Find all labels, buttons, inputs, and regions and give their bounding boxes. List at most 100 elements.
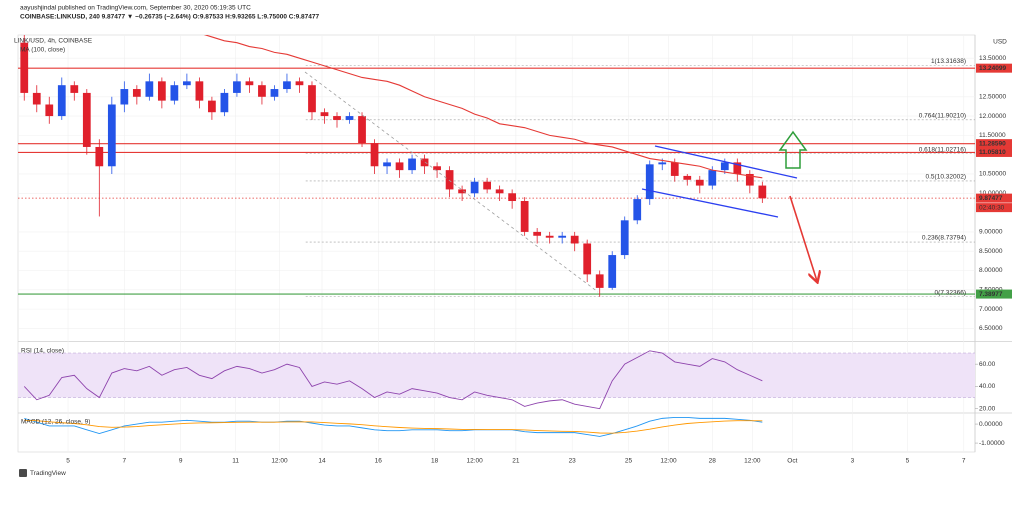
x-tick-label: 7 xyxy=(962,458,966,465)
candle-body xyxy=(495,189,504,194)
candle-body xyxy=(270,89,279,97)
x-tick-label: 11 xyxy=(232,458,239,465)
candle-body xyxy=(645,164,654,200)
candle-body xyxy=(20,42,29,93)
candle-body xyxy=(383,162,391,167)
candle-body xyxy=(508,193,517,202)
y-tick-label: 12.00000 xyxy=(979,113,1006,120)
candle-body xyxy=(233,81,241,93)
brand-logo xyxy=(19,469,27,477)
candle-body xyxy=(683,175,692,180)
x-tick-label: 12:00 xyxy=(271,458,288,465)
y-tick-label: 10.00000 xyxy=(979,190,1006,197)
candle-body xyxy=(145,81,154,97)
candle-body xyxy=(433,166,441,171)
y-tick-label: 13.50000 xyxy=(979,55,1006,62)
candle-body xyxy=(183,81,191,86)
price-label: 13.24099 xyxy=(979,65,1006,72)
candle-body xyxy=(720,162,729,171)
price-label: 9.87477 xyxy=(979,195,1003,202)
x-tick-label: 3 xyxy=(851,458,855,465)
candle-body xyxy=(595,274,604,288)
fib-label: 0(7.32366) xyxy=(935,289,966,296)
candle-body xyxy=(520,201,529,232)
down-arrow xyxy=(789,195,817,281)
candle-body xyxy=(745,173,754,186)
candle-body xyxy=(620,220,629,256)
candle-body xyxy=(545,235,554,238)
candle-body xyxy=(258,85,266,97)
x-tick-label: 7 xyxy=(123,458,127,465)
candle-body xyxy=(408,158,416,171)
price-label-box xyxy=(976,193,1012,203)
candle-body xyxy=(32,92,41,105)
candle-body xyxy=(107,104,116,167)
symbol-line: COINBASE:LINKUSD, 240 9.87477 ▼ −0.26735… xyxy=(20,14,319,21)
price-label-box xyxy=(976,289,1012,299)
y-tick-label: 60.00 xyxy=(979,361,996,368)
y-tick-label: 9.00000 xyxy=(979,229,1003,236)
indicator-line xyxy=(24,416,763,437)
candle-body xyxy=(245,81,254,86)
x-tick-label: 14 xyxy=(318,458,326,465)
y-tick-label: 7.00000 xyxy=(979,306,1003,313)
y-tick-label: 20.00 xyxy=(979,405,996,412)
candle-body xyxy=(458,189,466,194)
panel-title: RSI (14, close) xyxy=(21,348,64,355)
candle-body xyxy=(358,116,366,144)
candle-body xyxy=(483,181,491,190)
candle-body xyxy=(95,146,104,167)
candle-body xyxy=(132,89,141,97)
y-tick-label: 8.00000 xyxy=(979,267,1003,274)
countdown-box xyxy=(976,203,1012,213)
fib-label: 1(13.31638) xyxy=(931,58,966,65)
candle-body xyxy=(170,85,179,101)
candle-body xyxy=(195,81,204,101)
y-tick-label: 6.50000 xyxy=(979,325,1003,332)
rsi-band xyxy=(18,353,975,398)
x-tick-label: 9 xyxy=(179,458,183,465)
candle-body xyxy=(308,85,316,113)
candle-body xyxy=(70,85,79,93)
price-label-box xyxy=(976,147,1012,157)
x-tick-label: 12:00 xyxy=(744,458,761,465)
channel-lower xyxy=(641,188,779,218)
candle-body xyxy=(758,185,767,199)
y-tick-label: 12.50000 xyxy=(979,93,1006,100)
candle-body xyxy=(670,162,679,176)
candle-body xyxy=(633,199,642,221)
y-tick-label: 40.00 xyxy=(979,383,996,390)
y-tick-label: -1.00000 xyxy=(979,440,1005,447)
candle-body xyxy=(608,255,617,288)
price-label-box xyxy=(976,63,1012,73)
plot-layer: 5 7 9 11 12:00 14 16 18 12:00 21 23 25 12:00 28 12:00 O… xyxy=(14,35,1012,465)
x-tick-label: 12:00 xyxy=(660,458,677,465)
x-tick-label: 25 xyxy=(625,458,633,465)
y-tick-label: 11.50000 xyxy=(979,132,1006,139)
x-tick-label: 5 xyxy=(906,458,910,465)
candle-body xyxy=(708,170,717,186)
candle-body xyxy=(283,81,291,90)
candle-body xyxy=(82,92,91,147)
overlay-legend: MA (100, close) xyxy=(20,47,65,54)
candle-body xyxy=(345,116,354,120)
price-label: 11.05810 xyxy=(979,149,1006,156)
x-tick-label: 23 xyxy=(569,458,577,465)
candle-body xyxy=(395,162,404,171)
candle-body xyxy=(658,162,667,165)
candle-body xyxy=(45,104,54,117)
candle-body xyxy=(333,116,341,120)
candle-body xyxy=(583,243,592,275)
indicator-line xyxy=(23,350,763,410)
footer: TradingView xyxy=(19,469,66,477)
candle-body xyxy=(420,158,429,167)
price-label-box xyxy=(976,139,1012,149)
price-label: 11.28590 xyxy=(979,140,1006,147)
candle-body xyxy=(320,112,329,117)
up-arrow xyxy=(778,130,808,169)
fib-label: 0.618(11.02716) xyxy=(919,146,966,153)
fib-label: 0.764(11.90210) xyxy=(919,113,966,120)
annotations xyxy=(304,71,817,293)
channel-upper xyxy=(654,145,798,179)
